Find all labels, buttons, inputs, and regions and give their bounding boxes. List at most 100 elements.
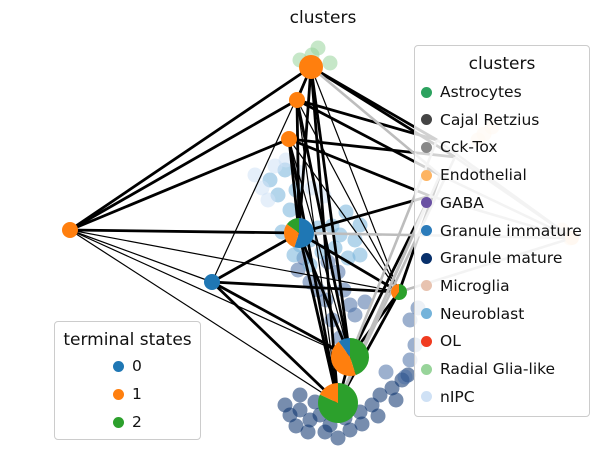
terminal-legend-label: 2 bbox=[132, 413, 142, 431]
plot-title: clusters bbox=[289, 8, 357, 28]
node-granule-immature bbox=[284, 218, 314, 248]
node-cluster bbox=[62, 222, 78, 238]
pie-slice bbox=[394, 284, 407, 301]
graph-edge bbox=[298, 194, 431, 235]
cell-point bbox=[286, 247, 302, 263]
pie-slice bbox=[62, 222, 78, 238]
pie-slice bbox=[330, 341, 356, 377]
legend-marker-icon bbox=[421, 141, 432, 153]
cell-point bbox=[277, 397, 293, 413]
graph-edge bbox=[295, 99, 352, 358]
legend-marker-icon bbox=[421, 225, 432, 236]
cluster-legend-label: Cck-Tox bbox=[440, 138, 498, 157]
graph-edge bbox=[69, 228, 300, 235]
cluster-legend-item: Granule mature bbox=[421, 247, 562, 269]
pie-slice bbox=[294, 218, 314, 248]
cluster-legend-title: clusters bbox=[468, 54, 536, 74]
pie-slice bbox=[204, 274, 220, 290]
legend-marker-icon bbox=[113, 388, 124, 400]
cluster-legend-label: OL bbox=[440, 332, 461, 351]
cell-point bbox=[354, 416, 370, 432]
cluster-legend: clusters Astrocytes Cajal Retzius Cck-Tox E… bbox=[414, 45, 590, 417]
node-cluster bbox=[204, 274, 220, 290]
pie-slice bbox=[299, 55, 323, 79]
cluster-legend-label: Granule immature bbox=[440, 221, 582, 240]
legend-marker-icon bbox=[113, 360, 124, 372]
cell-point bbox=[402, 312, 418, 328]
cluster-legend-item: Radial Glia-like bbox=[421, 358, 555, 380]
node-cluster bbox=[289, 92, 305, 108]
graph-edge bbox=[296, 98, 438, 142]
graph-edge bbox=[69, 229, 400, 293]
cell-point bbox=[317, 424, 333, 440]
cluster-legend-label: Granule mature bbox=[440, 249, 563, 268]
cluster-legend-item: Cajal Retzius bbox=[421, 109, 539, 131]
cell-point bbox=[338, 204, 354, 220]
cell-point bbox=[322, 55, 338, 71]
cell-point bbox=[247, 167, 263, 183]
cell-point bbox=[267, 158, 283, 174]
legend-marker-icon bbox=[421, 363, 432, 375]
cell-point bbox=[397, 369, 413, 385]
pie-slice bbox=[281, 131, 297, 147]
legend-marker-icon bbox=[421, 86, 432, 98]
node-radial-glia bbox=[299, 55, 323, 79]
graph-edge bbox=[296, 99, 400, 293]
cluster-legend-label: Neuroblast bbox=[440, 304, 525, 323]
legend-marker-icon bbox=[421, 197, 432, 209]
graph-edge bbox=[310, 66, 400, 293]
graph-edge bbox=[69, 229, 351, 358]
cluster-legend-label: nIPC bbox=[440, 387, 475, 406]
cluster-legend-item: OL bbox=[421, 330, 461, 352]
legend-marker-icon bbox=[113, 416, 124, 428]
terminal-states-legend: terminal states 0 1 2 bbox=[54, 321, 201, 440]
graph-edge bbox=[69, 98, 298, 232]
cell-point bbox=[364, 397, 380, 413]
cluster-legend-item: Astrocytes bbox=[421, 81, 522, 103]
graph-edge bbox=[69, 229, 213, 283]
cluster-legend-item: Neuroblast bbox=[421, 303, 524, 325]
terminal-legend-title: terminal states bbox=[63, 330, 192, 350]
graph-edge bbox=[211, 280, 351, 359]
graph-edge bbox=[288, 138, 400, 293]
cell-point bbox=[402, 352, 418, 368]
cell-point bbox=[342, 422, 358, 438]
pie-slice bbox=[319, 383, 338, 403]
cell-point bbox=[352, 247, 368, 263]
graph-edge bbox=[309, 66, 352, 358]
cluster-legend-item: Endothelial bbox=[421, 164, 527, 186]
legend-marker-icon bbox=[421, 114, 432, 126]
graph-edge bbox=[69, 137, 290, 232]
pie-slice bbox=[338, 338, 350, 357]
cell-point bbox=[330, 430, 346, 446]
cluster-legend-item: GABA bbox=[421, 192, 484, 214]
cluster-legend-label: Cajal Retzius bbox=[440, 110, 540, 129]
graph-edge bbox=[298, 231, 400, 294]
cluster-legend-item: Microglia bbox=[421, 275, 510, 297]
cell-point bbox=[254, 180, 270, 196]
node-cluster bbox=[281, 131, 297, 147]
cluster-legend-label: Microglia bbox=[440, 276, 510, 295]
cell-point bbox=[372, 387, 388, 403]
cell-point bbox=[340, 250, 356, 266]
cell-point bbox=[292, 387, 308, 403]
pie-slice bbox=[391, 284, 399, 299]
graph-edge bbox=[295, 99, 301, 234]
cell-point bbox=[370, 408, 386, 424]
legend-marker-icon bbox=[421, 308, 432, 320]
cell-point bbox=[288, 418, 304, 434]
terminal-legend-item: 2 bbox=[113, 411, 142, 433]
terminal-legend-item: 0 bbox=[113, 355, 142, 377]
terminal-legend-item: 1 bbox=[113, 383, 142, 405]
node-neuroblast bbox=[330, 338, 369, 377]
cell-point bbox=[388, 392, 404, 408]
cell-point bbox=[352, 217, 368, 233]
graph-edge bbox=[211, 231, 300, 284]
graph-edge bbox=[288, 137, 431, 198]
graph-edge bbox=[211, 280, 400, 294]
cell-point bbox=[357, 294, 373, 310]
legend-marker-icon bbox=[421, 169, 432, 181]
node-granule-mature bbox=[318, 383, 358, 423]
cluster-legend-label: Astrocytes bbox=[440, 83, 522, 101]
cell-point bbox=[300, 424, 316, 440]
